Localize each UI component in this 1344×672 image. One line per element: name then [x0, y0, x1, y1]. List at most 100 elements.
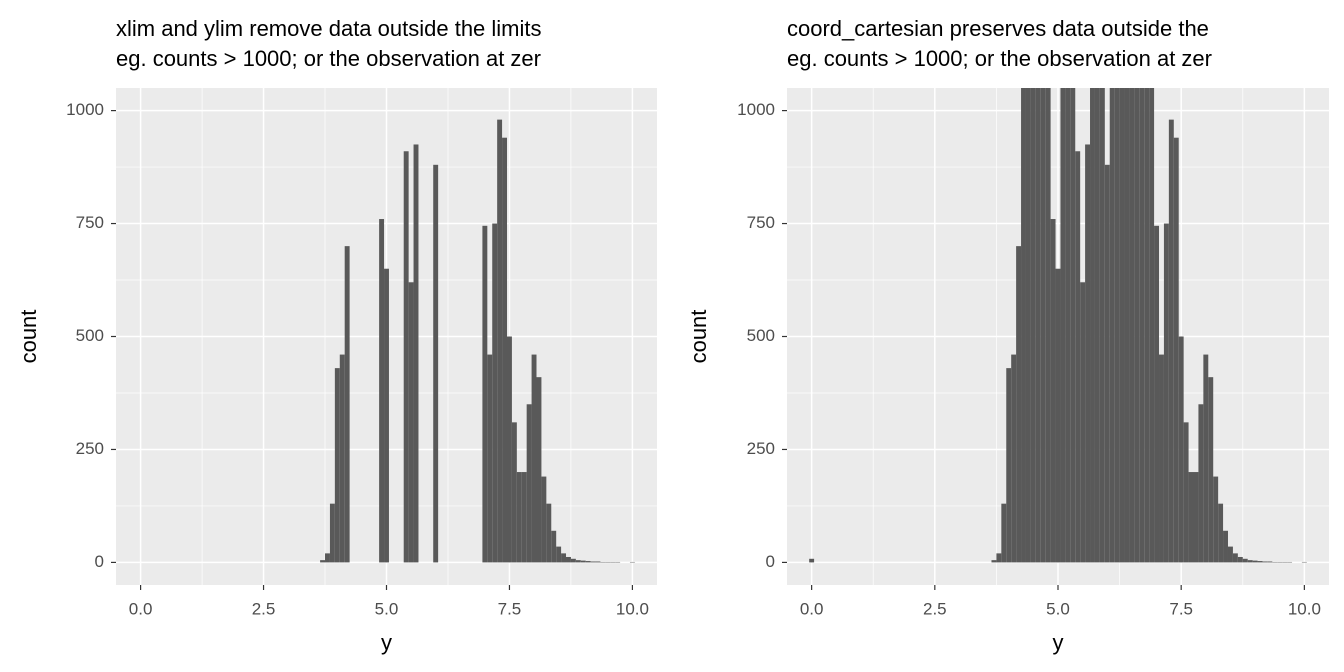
bar	[1129, 88, 1135, 563]
bar	[511, 422, 517, 563]
y-tick-label: 500	[76, 326, 104, 345]
y-tick-label: 0	[766, 552, 775, 571]
bar	[1247, 560, 1253, 563]
bar	[1060, 88, 1066, 563]
bar	[1227, 546, 1233, 563]
bar	[516, 472, 522, 563]
bar	[1257, 561, 1263, 563]
bar	[1193, 472, 1199, 563]
bar	[561, 553, 567, 563]
bar	[408, 282, 414, 563]
bar	[320, 560, 326, 563]
bar	[1139, 88, 1145, 563]
bar	[1119, 88, 1125, 563]
bar	[556, 546, 562, 563]
bar	[506, 336, 512, 563]
bar	[1016, 246, 1022, 563]
bar	[1114, 88, 1120, 563]
bar	[1094, 88, 1100, 563]
title-line: coord_cartesian preserves data outside t…	[787, 16, 1209, 41]
bar	[1075, 151, 1081, 563]
bar	[1168, 119, 1174, 563]
bar	[1011, 354, 1017, 563]
bar	[325, 553, 330, 563]
x-tick-label: 10.0	[616, 599, 649, 618]
bar	[1183, 422, 1189, 563]
bar	[1188, 472, 1194, 563]
bar	[1065, 88, 1071, 563]
bar	[1213, 476, 1219, 563]
bar	[1232, 553, 1238, 563]
bar	[1050, 219, 1056, 563]
x-axis-title: y	[1053, 630, 1064, 655]
bar	[531, 354, 537, 563]
bar	[413, 144, 419, 563]
x-tick-label: 5.0	[375, 599, 399, 618]
bar	[1223, 530, 1228, 563]
bar	[487, 354, 493, 563]
bar	[1218, 503, 1224, 563]
bar	[384, 268, 389, 563]
bar	[1198, 404, 1204, 563]
x-tick-label: 5.0	[1046, 599, 1070, 618]
bar	[1208, 377, 1214, 563]
bar	[1006, 368, 1012, 563]
x-tick-label: 7.5	[1169, 599, 1193, 618]
bar	[1144, 88, 1150, 563]
bar	[334, 368, 340, 563]
bar	[1154, 225, 1160, 563]
y-tick-label: 1000	[66, 100, 104, 119]
bar	[585, 561, 591, 563]
bar	[521, 472, 527, 563]
bar	[590, 561, 596, 563]
y-tick-label: 750	[76, 213, 104, 232]
y-tick-label: 250	[747, 439, 775, 458]
bar	[1030, 88, 1036, 563]
title-line: eg. counts > 1000; or the observation at…	[116, 46, 541, 71]
panel: coord_cartesian preserves data outside t…	[686, 16, 1329, 655]
bar	[1173, 137, 1179, 563]
bar	[1178, 336, 1184, 563]
bar	[1085, 144, 1091, 563]
bar	[329, 503, 335, 563]
bar	[379, 219, 385, 563]
bar	[526, 404, 532, 563]
bar	[1242, 558, 1248, 563]
bar	[433, 164, 439, 563]
bar	[1040, 88, 1046, 563]
bar	[595, 561, 601, 563]
bar	[403, 151, 409, 563]
y-tick-label: 1000	[737, 100, 775, 119]
bar	[1124, 88, 1130, 563]
bar	[1262, 561, 1268, 563]
bar	[1237, 556, 1243, 563]
bar	[1070, 88, 1076, 563]
bar	[991, 560, 997, 563]
bar	[344, 246, 350, 563]
y-axis-title: count	[686, 310, 711, 364]
bar	[1163, 223, 1169, 563]
bars	[320, 119, 635, 563]
y-axis-title: count	[16, 310, 41, 364]
title-line: xlim and ylim remove data outside the li…	[116, 16, 542, 41]
bar	[1109, 88, 1115, 563]
bar	[1104, 164, 1110, 563]
bar	[536, 377, 542, 563]
x-tick-label: 0.0	[129, 599, 153, 618]
bar	[541, 476, 547, 563]
bar	[1267, 561, 1273, 563]
bar	[339, 354, 345, 563]
bar	[1099, 88, 1105, 563]
title: xlim and ylim remove data outside the li…	[116, 16, 542, 71]
bar	[1035, 88, 1041, 563]
x-tick-label: 2.5	[252, 599, 276, 618]
bar	[482, 225, 488, 563]
bar	[1134, 88, 1140, 563]
bar	[1203, 354, 1209, 563]
bar	[1080, 282, 1086, 563]
title-line: eg. counts > 1000; or the observation at…	[787, 46, 1212, 71]
bar	[580, 560, 586, 563]
y-tick-label: 0	[95, 552, 104, 571]
